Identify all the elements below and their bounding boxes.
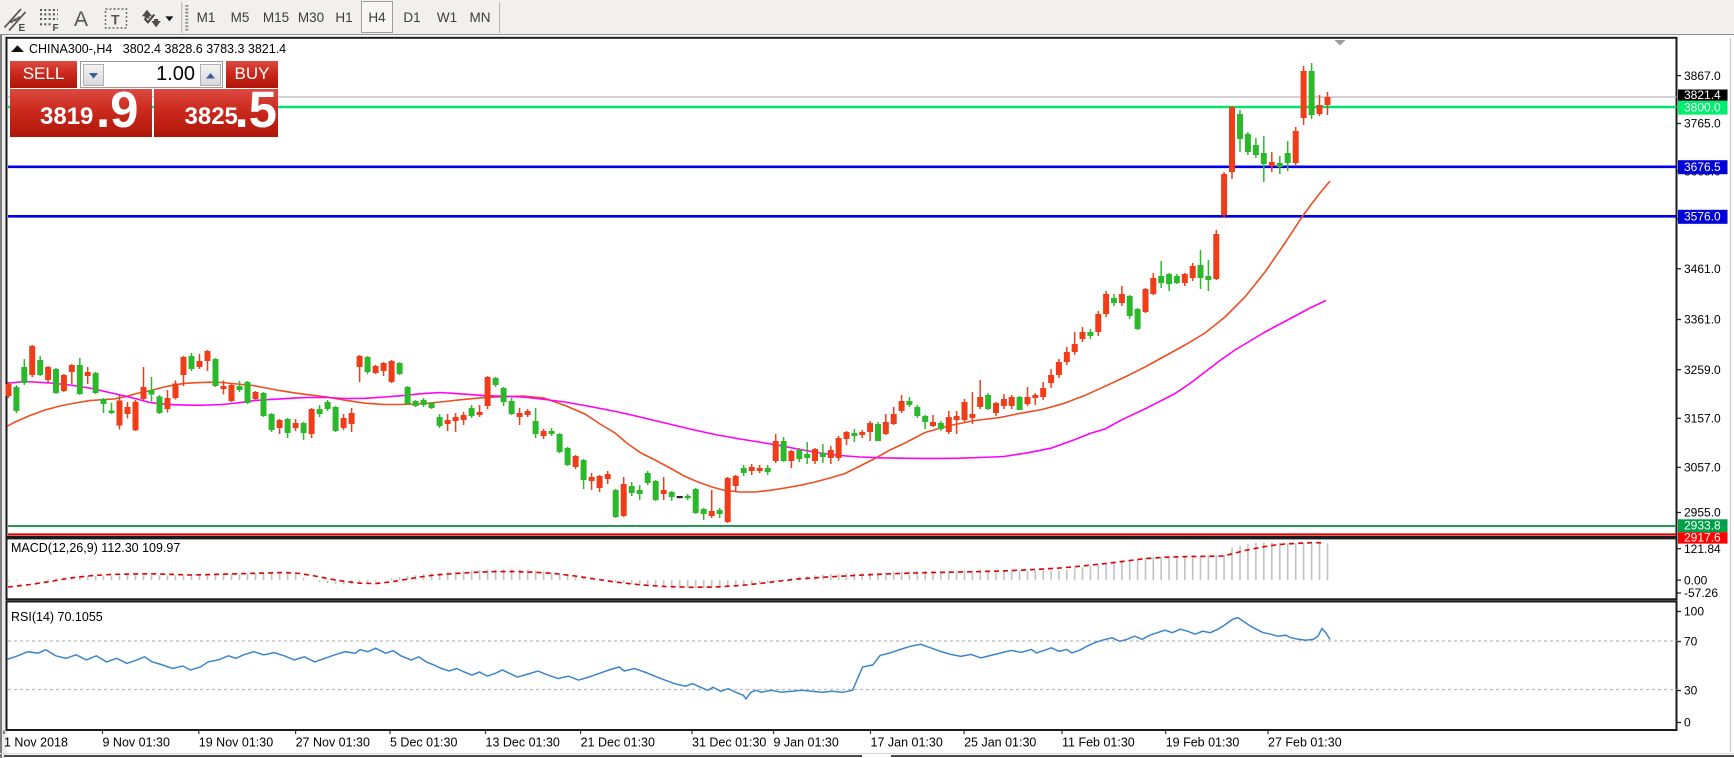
svg-text:9 Jan 01:30: 9 Jan 01:30 bbox=[774, 736, 839, 750]
svg-text:3867.0: 3867.0 bbox=[1684, 69, 1721, 83]
svg-text:70: 70 bbox=[1684, 635, 1698, 649]
svg-text:31 Dec 01:30: 31 Dec 01:30 bbox=[692, 736, 766, 750]
svg-text:-57.26: -57.26 bbox=[1684, 586, 1718, 600]
svg-text:3361.0: 3361.0 bbox=[1684, 313, 1721, 327]
svg-text:0: 0 bbox=[1684, 716, 1691, 730]
svg-text:0.00: 0.00 bbox=[1684, 573, 1708, 587]
svg-text:2917.6: 2917.6 bbox=[1684, 530, 1721, 544]
svg-text:27 Feb 01:30: 27 Feb 01:30 bbox=[1268, 736, 1342, 750]
svg-text:121.84: 121.84 bbox=[1684, 542, 1721, 556]
svg-text:17 Jan 01:30: 17 Jan 01:30 bbox=[871, 736, 943, 750]
svg-text:30: 30 bbox=[1684, 684, 1698, 698]
svg-text:E: E bbox=[19, 23, 26, 34]
svg-text:F: F bbox=[53, 23, 59, 34]
svg-text:1 Nov 2018: 1 Nov 2018 bbox=[4, 736, 68, 750]
svg-text:21 Dec 01:30: 21 Dec 01:30 bbox=[581, 736, 655, 750]
svg-text:3676.5: 3676.5 bbox=[1684, 160, 1721, 174]
svg-text:MACD(12,26,9) 112.30 109.97: MACD(12,26,9) 112.30 109.97 bbox=[11, 541, 180, 555]
svg-text:3765.0: 3765.0 bbox=[1684, 117, 1721, 131]
svg-text:3800.0: 3800.0 bbox=[1684, 101, 1721, 115]
svg-text:T: T bbox=[111, 12, 120, 28]
svg-text:2955.0: 2955.0 bbox=[1684, 506, 1721, 520]
svg-text:11 Feb 01:30: 11 Feb 01:30 bbox=[1062, 736, 1135, 750]
svg-text:3259.0: 3259.0 bbox=[1684, 363, 1721, 377]
svg-text:CHINA300-,H4 3802.4 3828.6 3: CHINA300-,H4 3802.4 3828.6 3783.3 3821.4 bbox=[29, 42, 286, 56]
svg-text:3057.0: 3057.0 bbox=[1684, 461, 1721, 475]
svg-text:19 Feb 01:30: 19 Feb 01:30 bbox=[1166, 736, 1240, 750]
svg-text:2933.8: 2933.8 bbox=[1684, 519, 1721, 533]
svg-text:25 Jan 01:30: 25 Jan 01:30 bbox=[964, 736, 1036, 750]
svg-text:5 Dec 01:30: 5 Dec 01:30 bbox=[390, 736, 457, 750]
svg-text:13 Dec 01:30: 13 Dec 01:30 bbox=[486, 736, 560, 750]
svg-text:3821.4: 3821.4 bbox=[1684, 88, 1721, 102]
svg-text:19 Nov 01:30: 19 Nov 01:30 bbox=[199, 736, 273, 750]
svg-text:3157.0: 3157.0 bbox=[1684, 412, 1721, 426]
svg-text:3461.0: 3461.0 bbox=[1684, 262, 1721, 276]
svg-text:100: 100 bbox=[1684, 605, 1704, 619]
svg-text:3576.0: 3576.0 bbox=[1684, 210, 1721, 224]
svg-text:27 Nov 01:30: 27 Nov 01:30 bbox=[296, 736, 370, 750]
svg-text:A: A bbox=[74, 8, 88, 31]
svg-text:9 Nov 01:30: 9 Nov 01:30 bbox=[103, 736, 170, 750]
svg-text:RSI(14) 70.1055: RSI(14) 70.1055 bbox=[11, 610, 103, 624]
